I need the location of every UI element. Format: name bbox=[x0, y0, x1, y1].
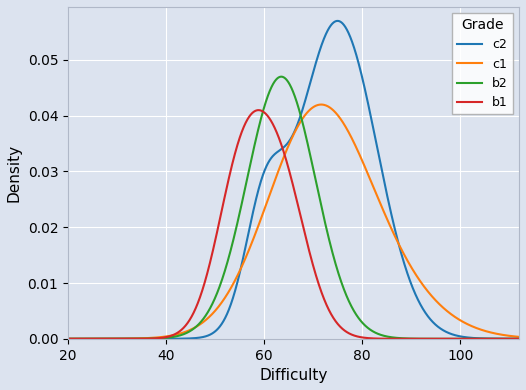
b2 bbox=[272, 78, 278, 83]
b1 bbox=[503, 337, 509, 341]
c1 bbox=[503, 333, 509, 338]
Line: b1: b1 bbox=[68, 110, 519, 339]
c2 bbox=[65, 337, 71, 341]
b2 bbox=[420, 337, 427, 341]
c1 bbox=[318, 102, 325, 107]
c2 bbox=[503, 337, 509, 341]
c2 bbox=[272, 151, 278, 156]
b2 bbox=[516, 337, 522, 341]
b2 bbox=[65, 337, 71, 341]
X-axis label: Difficulty: Difficulty bbox=[259, 368, 328, 383]
b2 bbox=[503, 337, 509, 341]
c2 bbox=[284, 141, 290, 146]
c1 bbox=[516, 335, 522, 339]
c2 bbox=[420, 307, 427, 312]
Line: c2: c2 bbox=[68, 21, 519, 339]
c1 bbox=[420, 283, 427, 288]
b1 bbox=[516, 337, 522, 341]
Line: b2: b2 bbox=[68, 77, 519, 339]
c1 bbox=[503, 333, 509, 338]
b1 bbox=[503, 337, 509, 341]
b2 bbox=[503, 337, 509, 341]
Y-axis label: Density: Density bbox=[7, 144, 22, 202]
Line: c1: c1 bbox=[68, 105, 519, 339]
b1 bbox=[255, 108, 261, 112]
Legend: c2, c1, b2, b1: c2, c1, b2, b1 bbox=[452, 13, 513, 114]
b1 bbox=[272, 128, 279, 132]
c1 bbox=[65, 337, 71, 341]
c1 bbox=[88, 337, 94, 341]
b1 bbox=[65, 337, 71, 341]
c1 bbox=[284, 146, 290, 151]
b2 bbox=[285, 79, 291, 83]
c1 bbox=[272, 177, 278, 181]
b2 bbox=[88, 337, 94, 341]
c2 bbox=[335, 19, 341, 23]
b1 bbox=[420, 337, 427, 341]
b2 bbox=[278, 74, 285, 79]
b1 bbox=[285, 162, 291, 167]
b1 bbox=[88, 337, 94, 341]
c2 bbox=[503, 337, 509, 341]
c2 bbox=[88, 337, 94, 341]
c2 bbox=[516, 337, 522, 341]
